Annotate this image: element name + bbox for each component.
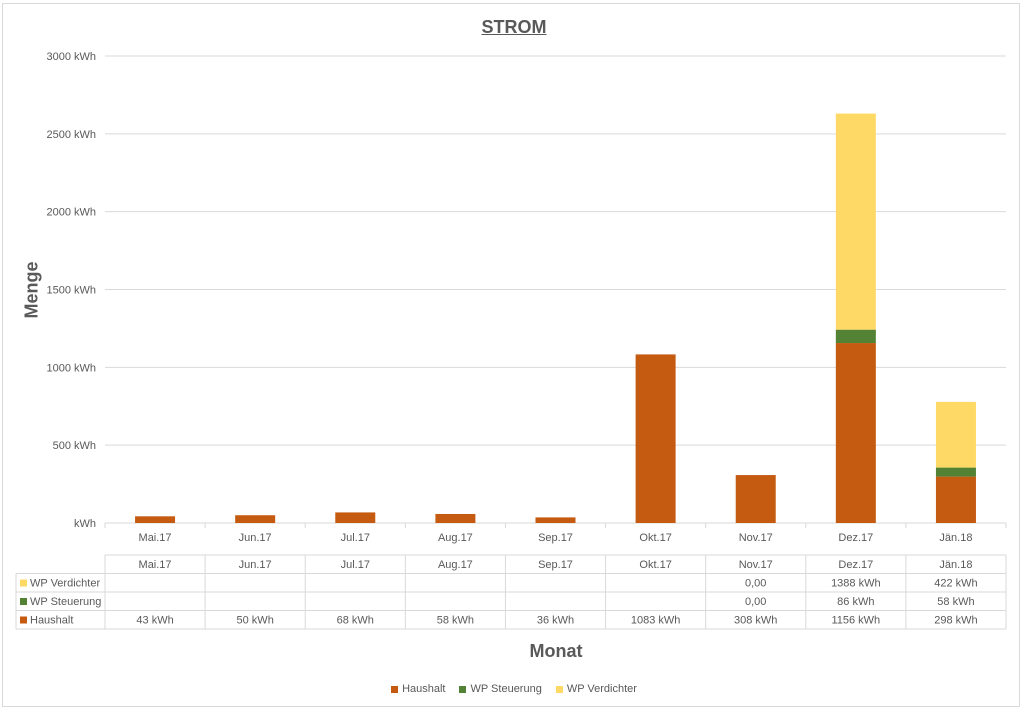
table-cell: 58 kWh bbox=[437, 615, 474, 627]
bar-haushalt bbox=[735, 475, 776, 523]
y-tick-label: 500 kWh bbox=[53, 440, 96, 452]
table-row-label: Haushalt bbox=[30, 615, 73, 627]
table-legend-key bbox=[20, 616, 27, 624]
table-cell: 68 kWh bbox=[337, 615, 374, 627]
x-tick-label: Dez.17 bbox=[838, 532, 873, 544]
table-cell: 36 kWh bbox=[537, 615, 574, 627]
table-header-cell: Jun.17 bbox=[239, 559, 272, 571]
table-cell: 50 kWh bbox=[237, 615, 274, 627]
y-tick-label: 1000 kWh bbox=[46, 362, 96, 374]
table-cell: 1388 kWh bbox=[831, 578, 881, 590]
table-cell: 0,00 bbox=[745, 578, 766, 590]
legend-swatch bbox=[459, 685, 467, 693]
x-tick-label: Okt.17 bbox=[639, 532, 671, 544]
x-tick-label: Nov.17 bbox=[739, 532, 773, 544]
legend-item: WP Steuerung bbox=[459, 683, 542, 695]
bar-haushalt bbox=[835, 343, 876, 523]
legend-item: Haushalt bbox=[391, 683, 445, 695]
table-header-cell: Sep.17 bbox=[538, 559, 573, 571]
legend-item: WP Verdichter bbox=[555, 683, 637, 695]
chart-legend: Haushalt WP Steuerung WP Verdichter bbox=[0, 683, 1028, 695]
bar-haushalt bbox=[635, 354, 676, 523]
table-cell: 86 kWh bbox=[837, 596, 874, 608]
legend-swatch bbox=[555, 685, 563, 693]
table-cell: 43 kWh bbox=[136, 615, 173, 627]
x-tick-label: Jän.18 bbox=[939, 532, 972, 544]
table-legend-key bbox=[20, 579, 27, 587]
legend-label: Haushalt bbox=[402, 683, 446, 695]
bar-haushalt bbox=[335, 512, 376, 523]
bar-wp-verdichter bbox=[835, 113, 876, 330]
x-tick-label: Aug.17 bbox=[438, 532, 473, 544]
table-cell: 308 kWh bbox=[734, 615, 777, 627]
y-tick-label: kWh bbox=[74, 518, 96, 530]
table-header-cell: Mai.17 bbox=[139, 559, 172, 571]
table-row-label: WP Verdichter bbox=[30, 578, 100, 590]
y-tick-label: 2500 kWh bbox=[46, 129, 96, 141]
table-header-cell: Jul.17 bbox=[341, 559, 370, 571]
table-header-cell: Okt.17 bbox=[639, 559, 671, 571]
x-tick-label: Jun.17 bbox=[239, 532, 272, 544]
bar-wp-steuerung bbox=[935, 467, 976, 477]
table-cell: 1083 kWh bbox=[631, 615, 681, 627]
table-cell: 298 kWh bbox=[934, 615, 977, 627]
y-tick-label: 3000 kWh bbox=[46, 51, 96, 63]
bar-haushalt bbox=[935, 476, 976, 523]
chart-title: STROM bbox=[481, 17, 547, 37]
bar-haushalt bbox=[235, 515, 276, 523]
x-tick-label: Jul.17 bbox=[341, 532, 370, 544]
legend-label: WP Steuerung bbox=[470, 683, 542, 695]
table-legend-key bbox=[20, 598, 27, 605]
legend-swatch bbox=[391, 685, 399, 693]
table-header-cell: Nov.17 bbox=[739, 559, 773, 571]
table-cell: 1156 kWh bbox=[831, 615, 880, 627]
bar-wp-steuerung bbox=[835, 329, 876, 344]
bar-haushalt bbox=[135, 516, 176, 523]
table-cell: 58 kWh bbox=[937, 596, 974, 608]
table-cell: 422 kWh bbox=[934, 578, 977, 590]
chart-frame bbox=[2, 3, 1020, 707]
table-cell: 0,00 bbox=[745, 596, 766, 608]
y-tick-label: 1500 kWh bbox=[46, 285, 96, 297]
y-tick-label: 2000 kWh bbox=[46, 207, 96, 219]
chart-plot: kWh 500 kWh 1000 kWh 1500 kWh 2000 kWh 2500 k… bbox=[15, 51, 1007, 630]
x-axis-label: Monat bbox=[529, 641, 583, 661]
legend-label: WP Verdichter bbox=[566, 683, 637, 695]
x-tick-label: Sep.17 bbox=[538, 532, 573, 544]
bar-haushalt bbox=[535, 517, 576, 523]
bar-haushalt bbox=[435, 513, 476, 523]
table-header-cell: Jän.18 bbox=[939, 559, 972, 571]
bar-wp-verdichter bbox=[935, 401, 976, 468]
table-header-cell: Aug.17 bbox=[438, 559, 473, 571]
x-tick-label: Mai.17 bbox=[139, 532, 172, 544]
table-row-label: WP Steuerung bbox=[30, 596, 101, 608]
table-header-cell: Dez.17 bbox=[838, 559, 873, 571]
